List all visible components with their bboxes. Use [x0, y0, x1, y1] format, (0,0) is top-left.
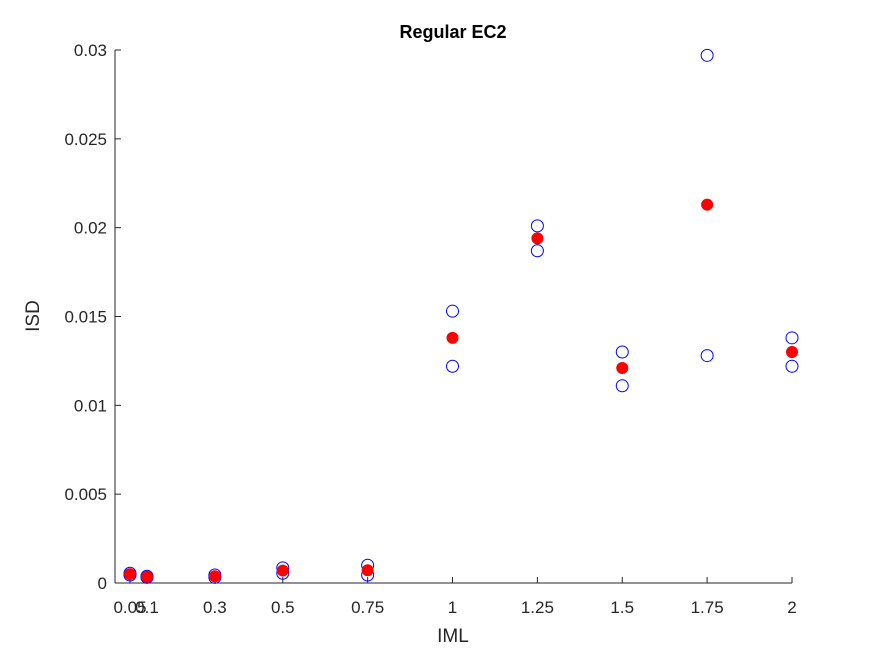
y-tick-label: 0.03	[74, 41, 107, 60]
y-tick-label: 0.005	[64, 485, 107, 504]
y-axis-label: ISD	[23, 300, 44, 332]
x-axis-label: IML	[437, 626, 469, 647]
x-tick-label: 1	[448, 598, 457, 617]
mean-point	[446, 331, 459, 344]
y-tick-label: 0.025	[64, 130, 107, 149]
y-tick-label: 0.02	[74, 219, 107, 238]
mean-point	[531, 232, 544, 245]
axes: 0 0.005 0.01 0.015 0.02 0.025 0.03 0.050.1 0.3 0.…	[64, 41, 796, 617]
record-point	[785, 359, 799, 373]
y-tick-label: 0	[98, 574, 107, 593]
x-tick-label: 1.5	[610, 598, 634, 617]
record-point	[700, 349, 714, 363]
mean-point	[616, 362, 629, 375]
x-tick-label: 0.3	[203, 598, 227, 617]
mean-point	[786, 346, 798, 359]
mean-point	[124, 568, 136, 581]
record-point	[530, 244, 544, 258]
x-tick-label: 0.1	[135, 598, 159, 617]
record-point	[615, 345, 629, 359]
record-point	[615, 379, 629, 393]
record-point	[530, 219, 544, 233]
y-tick-label: 0.01	[74, 396, 107, 415]
mean-point	[701, 198, 714, 211]
x-tick-label: 0.5	[271, 598, 295, 617]
mean-point	[361, 564, 374, 577]
x-tick-label: 0.05	[113, 598, 146, 617]
record-point	[446, 304, 460, 318]
x-tick-label: 1.25	[521, 598, 554, 617]
record-point	[446, 359, 460, 373]
mean-point	[276, 564, 289, 577]
data-marks	[123, 48, 799, 584]
mean-point	[140, 570, 153, 583]
y-tick-label: 0.015	[64, 308, 107, 327]
record-point	[700, 48, 714, 62]
chart-title: Regular EC2	[399, 22, 506, 42]
x-tick-label: 2	[787, 598, 796, 617]
x-tick-label: 1.75	[691, 598, 724, 617]
record-point	[785, 331, 799, 345]
mean-point	[208, 570, 221, 583]
x-tick-label: 0.75	[351, 598, 384, 617]
